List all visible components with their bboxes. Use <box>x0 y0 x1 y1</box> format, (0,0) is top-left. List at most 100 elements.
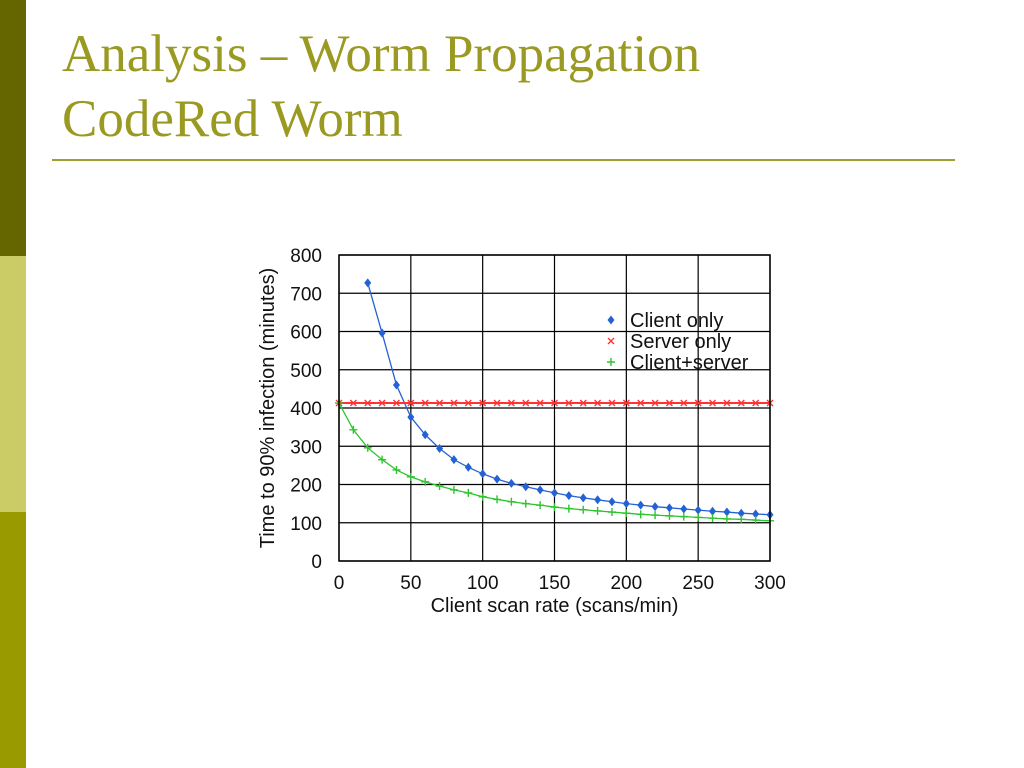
y-tick-label: 200 <box>290 476 322 497</box>
client-only-marker <box>493 474 501 484</box>
y-tick-label: 700 <box>290 284 322 305</box>
client-only-marker <box>378 328 386 338</box>
grid <box>338 254 771 562</box>
x-axis-tick-labels: 0 50 100 150 200 250 300 <box>334 573 786 594</box>
server-only-marker <box>407 399 415 407</box>
server-only-marker <box>436 399 444 407</box>
client-only-marker <box>594 495 602 505</box>
client-server-marker <box>751 516 760 525</box>
server-only-marker <box>651 399 659 407</box>
client-only-marker <box>622 499 630 509</box>
server-only-marker <box>637 399 645 407</box>
y-tick-label: 800 <box>290 246 322 267</box>
client-server-marker <box>536 501 545 510</box>
server-only-marker <box>737 399 745 407</box>
client-only-marker <box>436 444 444 454</box>
server-only-marker <box>709 399 717 407</box>
client-only-marker <box>651 502 659 512</box>
server-only-marker <box>450 399 458 407</box>
client-only-marker <box>637 500 645 510</box>
server-only-marker <box>680 399 688 407</box>
client-server-marker <box>449 485 458 494</box>
title-line-2: CodeRed Worm <box>62 90 403 148</box>
server-only-marker <box>522 399 530 407</box>
server-only-marker <box>551 399 558 407</box>
client-only-marker <box>392 380 400 390</box>
client-server-marker <box>737 515 746 524</box>
x-tick-label: 300 <box>754 573 786 594</box>
client-only-marker <box>579 493 587 503</box>
client-server-marker <box>564 504 573 513</box>
client-only-marker <box>421 430 429 440</box>
legend-marker-client-server <box>607 358 615 366</box>
x-tick-label: 50 <box>400 573 421 594</box>
client-server-marker <box>521 499 530 508</box>
legend-item: Client+server <box>607 352 749 374</box>
legend-item: Client only <box>607 310 723 332</box>
client-server-marker <box>607 508 616 517</box>
server-only-marker <box>493 399 501 407</box>
client-only-marker <box>565 491 573 501</box>
x-tick-label: 250 <box>682 573 714 594</box>
server-only-marker <box>579 399 587 407</box>
client-server-marker <box>363 443 372 452</box>
client-server-marker <box>550 503 559 512</box>
client-server-marker <box>349 425 358 434</box>
legend-marker-server-only <box>607 337 615 345</box>
title-line-1: Analysis – Worm Propagation <box>62 25 701 83</box>
client-only-marker <box>665 503 673 513</box>
client-only-marker <box>723 507 731 517</box>
client-server-marker <box>665 511 674 520</box>
series-client-only <box>364 278 774 520</box>
client-server-marker <box>694 513 703 522</box>
x-axis-label: Client scan rate (scans/min) <box>431 595 679 617</box>
client-server-marker <box>435 482 444 491</box>
server-only-marker <box>479 399 487 407</box>
client-server-marker <box>722 514 731 523</box>
client-only-marker <box>752 509 760 519</box>
series-client-server <box>335 399 774 525</box>
server-only-marker <box>464 399 472 407</box>
client-server-marker <box>622 509 631 518</box>
client-server-marker <box>478 492 487 501</box>
client-only-marker <box>551 488 558 498</box>
client-server-marker <box>493 495 502 504</box>
client-only-marker <box>464 462 472 472</box>
client-server-marker <box>651 511 660 520</box>
legend-label: Client+server <box>630 352 749 374</box>
legend-label: Client only <box>630 310 723 332</box>
y-tick-label: 0 <box>311 552 322 573</box>
server-only-marker <box>694 399 702 407</box>
side-bar-middle-segment <box>0 256 26 512</box>
server-only-marker <box>608 399 616 407</box>
side-bar-top-segment <box>0 0 26 256</box>
server-only-marker <box>349 399 357 407</box>
client-only-marker <box>450 455 458 465</box>
client-only-marker <box>536 485 544 495</box>
client-only-marker <box>522 482 530 492</box>
server-only-marker <box>392 399 400 407</box>
client-server-marker <box>392 465 401 474</box>
y-axis-tick-labels: 0 100 200 300 400 500 600 700 800 <box>290 246 322 573</box>
x-tick-label: 150 <box>539 573 571 594</box>
client-server-marker <box>679 512 688 521</box>
client-server-marker <box>421 477 430 486</box>
chart: 0 50 100 150 200 250 300 0 100 200 300 400 500 600 700… <box>250 235 800 630</box>
plot-border <box>338 254 771 562</box>
client-server-marker <box>579 505 588 514</box>
client-only-marker <box>608 497 616 507</box>
y-tick-label: 500 <box>290 361 322 382</box>
side-bar <box>0 0 26 768</box>
server-only-marker <box>594 399 602 407</box>
client-only-marker <box>680 504 688 514</box>
client-server-marker <box>378 455 387 464</box>
client-server-marker <box>464 488 473 497</box>
server-only-marker <box>565 399 573 407</box>
y-tick-label: 400 <box>290 399 322 420</box>
x-tick-label: 100 <box>467 573 499 594</box>
client-only-marker <box>694 505 702 515</box>
y-tick-label: 300 <box>290 437 322 458</box>
client-only-marker <box>407 412 415 422</box>
